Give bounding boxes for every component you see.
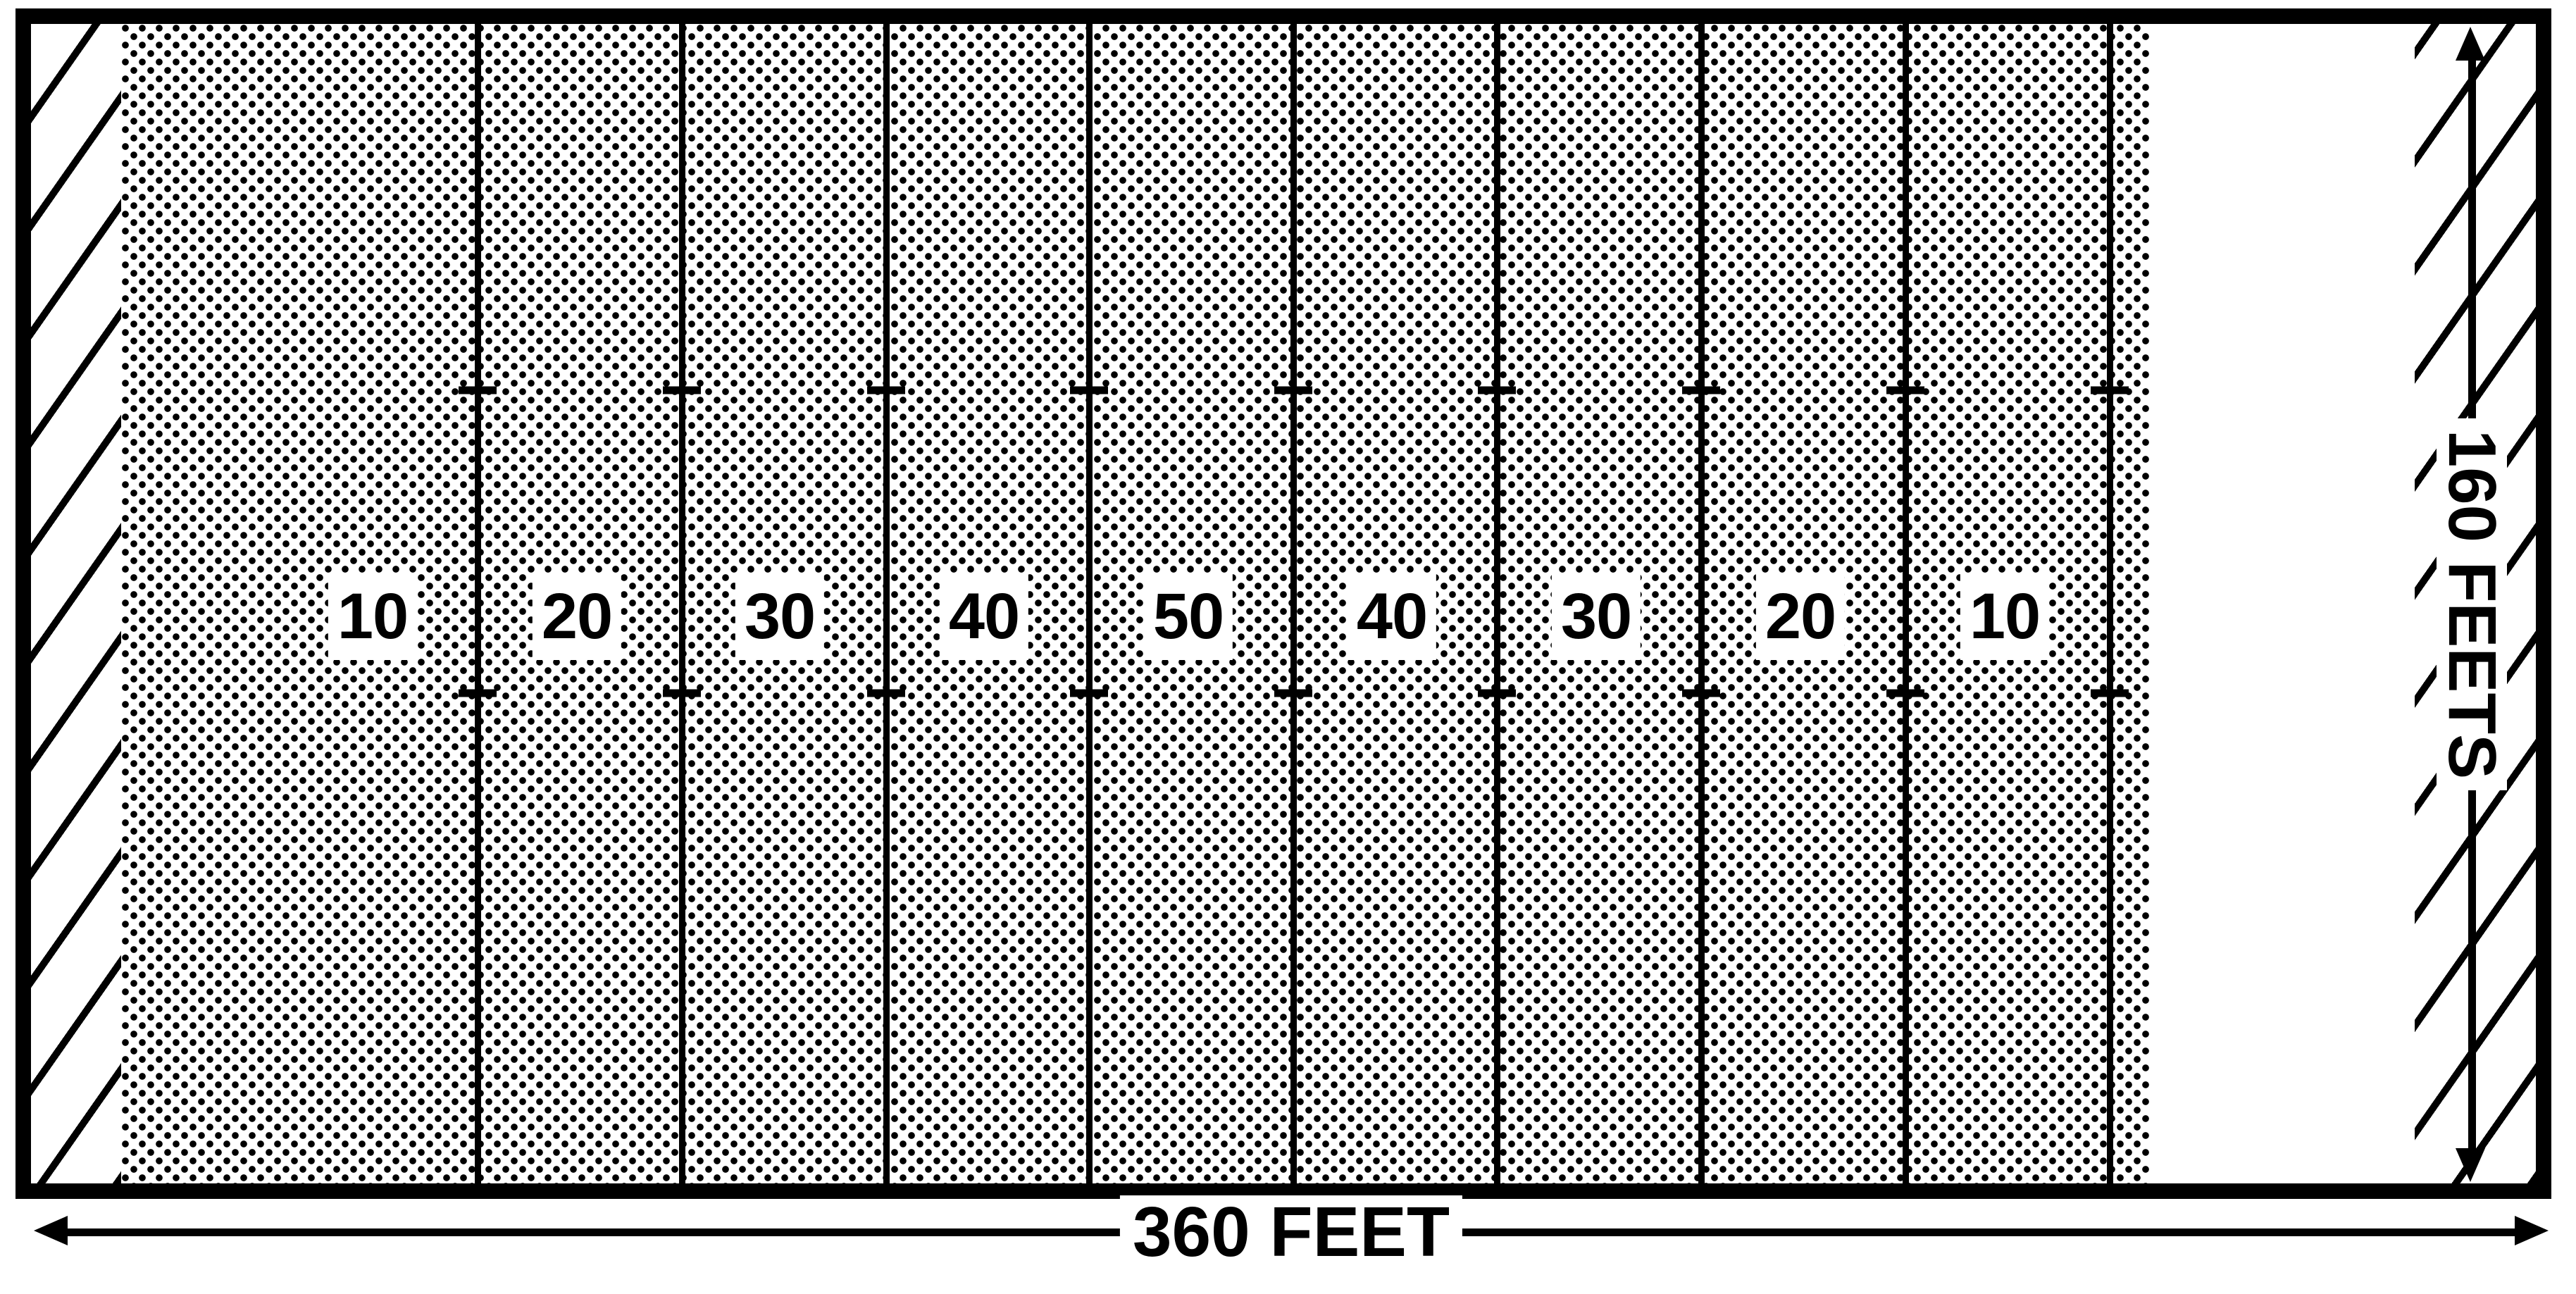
yard-line-2 bbox=[679, 24, 685, 1183]
field-interior: 10 20 30 40 50 40 30 20 10 bbox=[31, 24, 2536, 1183]
width-dimension-label: 360 FEET bbox=[1119, 1195, 1463, 1269]
hash-mark-upper-2 bbox=[663, 386, 701, 394]
hash-mark-lower-2 bbox=[663, 689, 701, 697]
hash-mark-lower-8 bbox=[1886, 689, 1924, 697]
hash-mark-upper-8 bbox=[1886, 386, 1924, 394]
arrowhead-right-icon bbox=[2515, 1216, 2549, 1245]
yard-number-20-left: 20 bbox=[532, 574, 622, 660]
yard-number-40-right: 40 bbox=[1347, 574, 1437, 660]
hash-mark-lower-3 bbox=[867, 689, 905, 697]
yard-number-30-left: 30 bbox=[735, 574, 825, 660]
yard-line-6 bbox=[1494, 24, 1500, 1183]
hash-mark-lower-5 bbox=[1274, 689, 1312, 697]
yard-line-8 bbox=[1903, 24, 1909, 1183]
hash-mark-upper-3 bbox=[867, 386, 905, 394]
yard-number-10-right: 10 bbox=[1960, 574, 2050, 660]
height-dimension: 160 FEETS bbox=[2434, 27, 2510, 1182]
yard-line-3 bbox=[883, 24, 890, 1183]
hash-mark-lower-9 bbox=[2091, 689, 2129, 697]
hash-mark-upper-9 bbox=[2091, 386, 2129, 394]
yard-number-40-left: 40 bbox=[939, 574, 1029, 660]
yard-number-10-left: 10 bbox=[328, 574, 418, 660]
yard-number-50: 50 bbox=[1143, 574, 1233, 660]
width-dimension: 360 FEET bbox=[34, 1195, 2549, 1269]
end-zone-left bbox=[31, 24, 121, 1183]
hash-mark-upper-5 bbox=[1274, 386, 1312, 394]
field-outer-border: 10 20 30 40 50 40 30 20 10 bbox=[15, 8, 2551, 1199]
hash-mark-upper-1 bbox=[459, 386, 497, 394]
yard-number-20-right: 20 bbox=[1755, 574, 1846, 660]
arrowhead-down-icon bbox=[2456, 1148, 2485, 1182]
hash-mark-upper-4 bbox=[1070, 386, 1108, 394]
hash-mark-upper-6 bbox=[1478, 386, 1516, 394]
height-dimension-label: 160 FEETS bbox=[2434, 418, 2510, 791]
yard-line-5 bbox=[1290, 24, 1297, 1183]
playing-surface bbox=[121, 24, 2150, 1183]
yard-line-4 bbox=[1086, 24, 1093, 1183]
yard-line-9 bbox=[2107, 24, 2113, 1183]
yard-line-1 bbox=[475, 24, 481, 1183]
hash-mark-lower-1 bbox=[459, 689, 497, 697]
yard-line-7 bbox=[1698, 24, 1705, 1183]
hash-mark-lower-7 bbox=[1682, 689, 1720, 697]
yard-number-30-right: 30 bbox=[1551, 574, 1641, 660]
hash-mark-lower-6 bbox=[1478, 689, 1516, 697]
hash-mark-upper-7 bbox=[1682, 386, 1720, 394]
hash-mark-lower-4 bbox=[1070, 689, 1108, 697]
